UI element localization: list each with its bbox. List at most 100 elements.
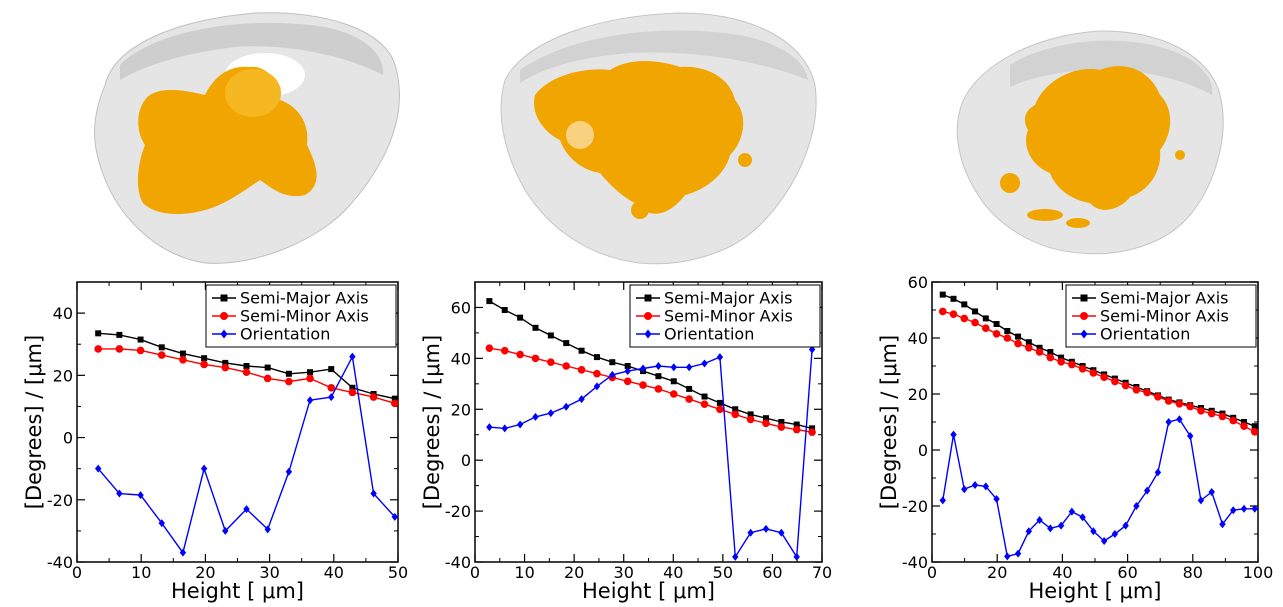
- series-1-point: [1218, 412, 1227, 421]
- series-0-point: [391, 395, 398, 402]
- series-1-point: [263, 374, 272, 383]
- chart-2: 0 10 20 30 40 50 60 70 -40 -20 0 20 40 60 Height [ μm]…: [420, 270, 840, 603]
- x-tick-label: 30: [614, 563, 634, 582]
- series-2-point: [778, 528, 785, 537]
- series-1-point: [593, 369, 601, 378]
- series-2-point: [243, 505, 250, 514]
- x-tick-label: 40: [324, 563, 344, 582]
- series-line-2: [942, 418, 1255, 558]
- y-tick-label: 20: [451, 400, 471, 419]
- series-1-point: [390, 399, 398, 408]
- series-2-point: [137, 491, 144, 500]
- series-1-point: [369, 393, 378, 401]
- series-1-point: [639, 381, 647, 389]
- x-tick-label: 0: [72, 563, 82, 582]
- series-1-point: [669, 390, 678, 398]
- series-0-point: [547, 332, 554, 339]
- series-1-point: [731, 410, 740, 419]
- legend-label: Semi-Minor Axis: [1100, 307, 1229, 326]
- series-1-point: [306, 374, 314, 383]
- x-tick-label: 70: [812, 563, 832, 582]
- series-2-point: [1068, 507, 1076, 516]
- nucleus-highlight-shape: [225, 69, 281, 117]
- series-2-point: [808, 345, 816, 354]
- x-tick-label: 80: [1183, 563, 1203, 582]
- series-0-point: [264, 364, 271, 371]
- x-tick-label: 60: [1117, 563, 1137, 582]
- y-tick-label: -40: [445, 553, 471, 572]
- series-0-point: [1004, 328, 1011, 334]
- x-tick-label: 0: [470, 563, 480, 582]
- series-2-point: [328, 393, 335, 402]
- series-1-point: [1132, 386, 1141, 394]
- series-1-point: [1111, 377, 1119, 386]
- x-tick-label: 40: [1052, 563, 1072, 582]
- series-2-point: [116, 489, 123, 498]
- x-axis-label: Height [ μm]: [171, 579, 304, 603]
- series-0-point: [349, 384, 356, 391]
- series-1-point: [531, 354, 540, 363]
- series-1-point: [221, 363, 230, 372]
- series-2-point: [1111, 530, 1119, 538]
- cell-render-1: [94, 12, 400, 264]
- series-1-point: [1057, 358, 1065, 366]
- series-0-point: [939, 291, 946, 298]
- series-1-point: [348, 388, 357, 397]
- y-axis-label: [Degrees] / [μm]: [877, 335, 901, 509]
- nucleus-blob-shape: [738, 153, 752, 167]
- series-1-point: [1229, 416, 1238, 425]
- series-2-point: [1165, 418, 1172, 426]
- series-1-point: [1014, 339, 1022, 348]
- x-axis-label: Height [ μm]: [1029, 579, 1162, 603]
- cell-render-2: [500, 12, 817, 265]
- series-2-point: [1197, 496, 1205, 505]
- series-0-point: [593, 354, 600, 361]
- series-1-point: [1197, 407, 1205, 415]
- series-0-point: [670, 378, 677, 385]
- series-0-point: [609, 359, 616, 366]
- series-2-point: [655, 362, 662, 370]
- series-2-point: [349, 352, 356, 361]
- series-1-point: [992, 330, 1001, 338]
- series-1-point: [762, 419, 770, 428]
- series-2-point: [264, 525, 271, 534]
- x-tick-label: 100: [1243, 563, 1274, 582]
- series-0-point: [328, 366, 335, 373]
- series-1-point: [1250, 428, 1258, 436]
- series-1-point: [136, 346, 145, 355]
- series-2-point: [732, 552, 739, 561]
- legend-marker: [1080, 312, 1088, 320]
- series-0-point: [1240, 419, 1247, 425]
- series-1-point: [327, 383, 336, 392]
- plot-area: [94, 330, 398, 557]
- series-1-point: [746, 415, 755, 424]
- series-1-point: [1068, 360, 1076, 369]
- y-tick-label: 40: [908, 329, 928, 348]
- series-0-point: [961, 301, 968, 308]
- series-0-point: [1025, 339, 1032, 346]
- series-2-point: [179, 548, 187, 557]
- y-tick-label: 0: [461, 451, 471, 470]
- series-line-2: [489, 349, 813, 560]
- series-2-point: [1208, 488, 1215, 496]
- x-tick-label: 0: [927, 563, 937, 582]
- x-tick-label: 50: [388, 563, 408, 582]
- series-2-point: [1122, 521, 1129, 530]
- chart-2-svg: 0 10 20 30 40 50 60 70 -40 -20 0 20 40 60 Height [ μm]…: [420, 281, 832, 603]
- chart-1: 0 10 20 30 40 50 -40 -20 0 20 40 Height [ μm] [Degre…: [0, 270, 420, 603]
- series-2-point: [578, 395, 585, 404]
- series-2-point: [1004, 552, 1011, 561]
- nucleus-blob-shape: [1000, 173, 1020, 193]
- series-1-point: [1240, 422, 1248, 430]
- series-2-point: [1025, 527, 1033, 536]
- series-2-point: [1090, 527, 1097, 536]
- series-1-point: [1089, 369, 1098, 377]
- series-1-point: [971, 318, 979, 327]
- x-tick-label: 60: [762, 563, 782, 582]
- series-1-point: [115, 345, 124, 353]
- y-tick-label: 0: [918, 441, 928, 460]
- series-1-point: [700, 400, 709, 408]
- nucleus-blob-shape: [566, 121, 594, 149]
